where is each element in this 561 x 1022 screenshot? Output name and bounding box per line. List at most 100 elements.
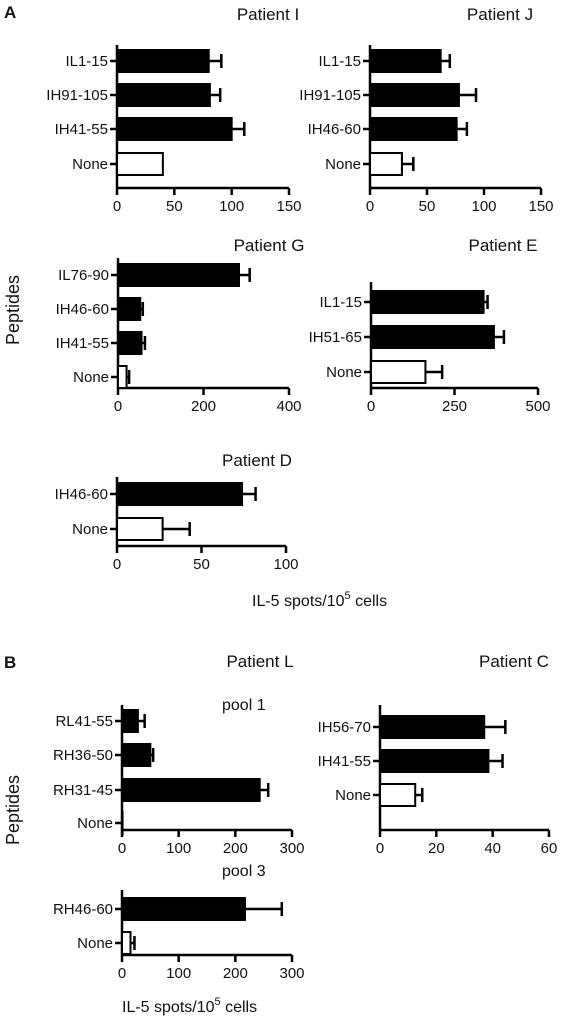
chart-l3: 0 100 200 300 RH46-60 None (53, 890, 305, 982)
chart-l1: Patient L 0 100 200 300 RL41-55 RH36-50 RH31-45… (53, 652, 305, 857)
x-tick-label: 100 (273, 556, 298, 573)
bar-open (121, 811, 124, 835)
x-tick-label: 300 (279, 965, 304, 982)
x-tick-label: 40 (484, 840, 501, 857)
x-tick-label: 0 (367, 398, 375, 415)
chart-title: Patient L (226, 652, 293, 671)
x-tick-label: 0 (114, 398, 122, 415)
bar-filled (116, 482, 244, 506)
x-tick-label: 150 (276, 198, 301, 215)
category-label: None (72, 156, 108, 173)
bar-filled (117, 297, 142, 321)
category-label: IH41-55 (56, 335, 109, 352)
category-label: IH46-60 (308, 121, 361, 138)
bar-filled (379, 715, 486, 739)
bar-filled (117, 331, 143, 355)
category-label: IH91-105 (299, 87, 361, 104)
bar-open (121, 931, 132, 955)
charts-layer: Patient I0 50 100 150IL1-15IH91-105IH41-55N… (46, 5, 557, 982)
category-label: IH46-60 (55, 486, 108, 503)
x-tick-label: 50 (193, 556, 210, 573)
pool-3-label: pool 3 (222, 863, 266, 880)
x-tick-label: 50 (419, 198, 436, 215)
category-label: RH46-60 (53, 901, 113, 918)
x-tick-label: 100 (219, 198, 244, 215)
bar-open (117, 365, 128, 389)
bar-filled (379, 749, 490, 773)
bar-open (116, 517, 164, 541)
y-axis-label-panel-b: Peptides (3, 775, 23, 845)
chart-title: Patient D (222, 451, 292, 470)
x-tick-label: 400 (276, 398, 301, 415)
category-label: IH91-105 (46, 87, 108, 104)
x-axis-label-b-sup: 5 (215, 996, 221, 1008)
category-label: None (73, 369, 109, 386)
pool-1-label: pool 1 (222, 697, 266, 714)
x-tick-label: 250 (442, 398, 467, 415)
bar-filled (369, 83, 460, 107)
bar-filled (117, 263, 240, 287)
category-label: None (72, 521, 108, 538)
bar-filled (370, 325, 495, 349)
category-label: IH41-55 (318, 753, 371, 770)
bar-filled (369, 117, 458, 141)
x-tick-label: 200 (223, 840, 248, 857)
category-label: IH51-65 (309, 329, 362, 346)
bar-filled (116, 83, 211, 107)
bar-filled (121, 743, 152, 767)
x-axis-label-a-base: IL-5 spots/10 (252, 593, 345, 610)
chart-title: Patient G (234, 236, 305, 255)
category-label: None (325, 156, 361, 173)
bar-filled (121, 897, 246, 921)
category-label: IL1-15 (65, 53, 108, 70)
x-tick-label: 200 (191, 398, 216, 415)
y-axis-label-panel-a: Peptides (3, 275, 23, 345)
x-tick-label: 0 (118, 965, 126, 982)
category-label: IH46-60 (56, 301, 109, 318)
x-tick-label: 0 (113, 198, 121, 215)
panel-b-label: B (4, 653, 16, 672)
x-axis-label-b-tail: cells (221, 999, 257, 1016)
x-tick-label: 300 (279, 840, 304, 857)
x-tick-label: 100 (471, 198, 496, 215)
x-axis-label-b-base: IL-5 spots/10 (122, 999, 215, 1016)
x-tick-label: 0 (113, 556, 121, 573)
bar-filled (116, 49, 210, 73)
x-tick-label: 0 (118, 840, 126, 857)
x-tick-label: 50 (166, 198, 183, 215)
chart-title: Patient C (479, 652, 549, 671)
chart-e: Patient E 0 250 500 IL1-15 IH51-65 None (309, 236, 551, 415)
category-label: IL76-90 (58, 267, 109, 284)
category-label: None (326, 364, 362, 381)
chart-g: Patient G 0 200 400 IL76-90 IH46-60 IH41-55 Non… (56, 236, 305, 415)
panel-a-label: A (4, 3, 16, 22)
x-axis-label-a-sup: 5 (345, 590, 351, 602)
bar-filled (369, 49, 442, 73)
x-tick-label: 60 (541, 840, 558, 857)
chart-title: Patient J (467, 5, 533, 24)
chart-title: Patient I (237, 5, 299, 24)
bar-filled (116, 117, 233, 141)
x-axis-label-panel-b: IL-5 spots/105 cells (122, 996, 257, 1016)
x-tick-label: 0 (366, 198, 374, 215)
bar-open (369, 152, 403, 176)
x-tick-label: 100 (166, 840, 191, 857)
category-label: RH36-50 (53, 747, 113, 764)
category-label: IH56-70 (318, 719, 371, 736)
bar-filled (121, 778, 261, 802)
category-label: None (77, 935, 113, 952)
chart-d: Patient D 0 50 100 IH46-60 None (55, 451, 299, 573)
x-tick-label: 500 (525, 398, 550, 415)
bar-open (370, 360, 427, 384)
category-label: IL1-15 (319, 294, 362, 311)
category-label: IL1-15 (318, 53, 361, 70)
static-labels: A B Peptides Peptides pool 1 pool 3 IL-5… (3, 3, 387, 1016)
chart-j: Patient J 0 50 100 150 IL1-15 IH91-105 IH46-60 N… (299, 5, 553, 215)
x-tick-label: 150 (528, 198, 553, 215)
category-label: None (335, 787, 371, 804)
chart-c: Patient C 0 20 40 60 IH56-70 IH41-55 None (318, 652, 558, 857)
bar-open (116, 152, 164, 176)
category-label: IH41-55 (55, 121, 108, 138)
x-axis-label-a-tail: cells (351, 593, 387, 610)
